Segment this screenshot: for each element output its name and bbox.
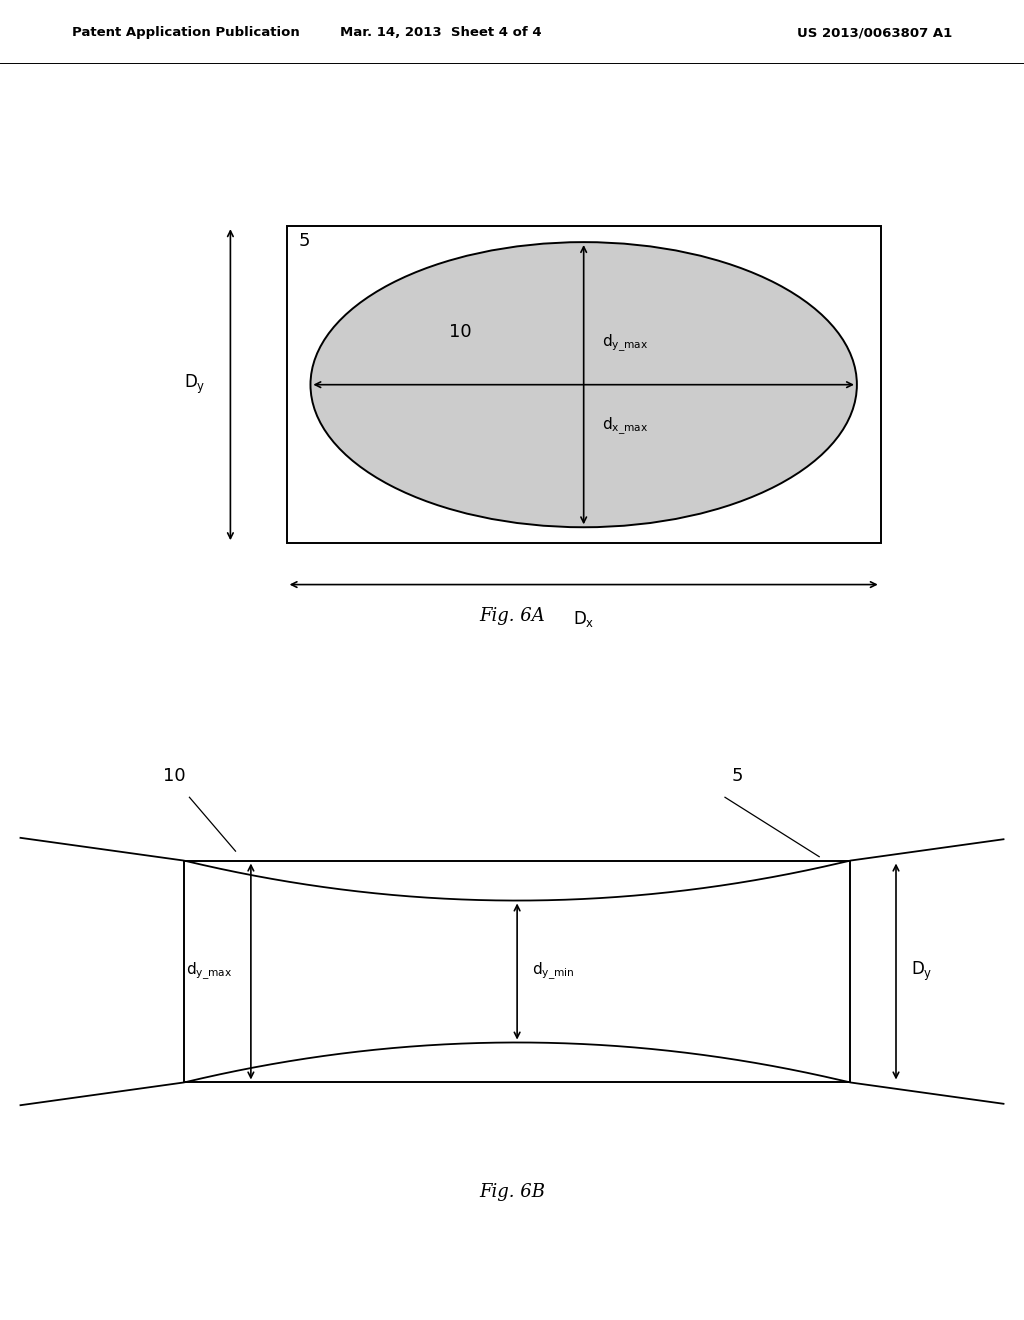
Text: 5: 5	[731, 767, 743, 785]
Text: Fig. 6B: Fig. 6B	[479, 1183, 545, 1201]
Text: $\mathregular{d_{y\_min}}$: $\mathregular{d_{y\_min}}$	[532, 961, 575, 982]
Text: $\mathregular{D_x}$: $\mathregular{D_x}$	[573, 609, 594, 628]
Text: $\mathregular{d_{y\_max}}$: $\mathregular{d_{y\_max}}$	[186, 961, 232, 982]
Text: $\mathregular{D_y}$: $\mathregular{D_y}$	[183, 374, 206, 396]
Text: $\mathregular{d_{x\_max}}$: $\mathregular{d_{x\_max}}$	[602, 416, 648, 437]
Text: 5: 5	[299, 232, 310, 251]
Text: Patent Application Publication: Patent Application Publication	[72, 26, 299, 40]
Bar	[184, 861, 850, 1082]
Text: $\mathregular{D_y}$: $\mathregular{D_y}$	[911, 960, 933, 983]
Text: $\mathregular{d_{y\_max}}$: $\mathregular{d_{y\_max}}$	[602, 333, 648, 354]
Text: Mar. 14, 2013  Sheet 4 of 4: Mar. 14, 2013 Sheet 4 of 4	[340, 26, 541, 40]
Bar	[287, 226, 881, 543]
Text: 10: 10	[163, 767, 185, 785]
Text: US 2013/0063807 A1: US 2013/0063807 A1	[797, 26, 952, 40]
Ellipse shape	[310, 242, 857, 527]
Text: 10: 10	[450, 323, 472, 341]
Text: Fig. 6A: Fig. 6A	[479, 607, 545, 624]
